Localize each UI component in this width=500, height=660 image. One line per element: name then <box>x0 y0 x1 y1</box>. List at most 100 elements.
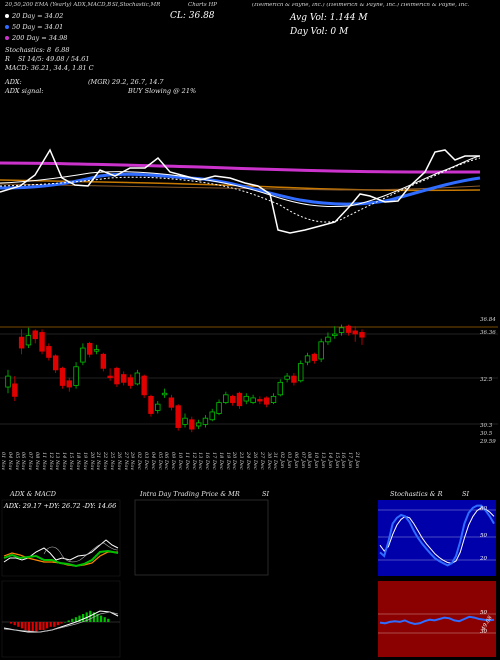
candle-body <box>32 330 38 340</box>
macd-hist-bar <box>46 622 49 629</box>
date-tick: 11 Nov <box>40 452 47 471</box>
candle-body <box>141 375 147 396</box>
ema-200-swatch <box>5 36 9 40</box>
si-line: SI 14/5: 49.08 / 54.61 <box>18 55 90 63</box>
candle-body <box>155 403 161 411</box>
close-price: CL: 36.88 <box>170 11 215 21</box>
candle-body <box>236 392 243 407</box>
date-tick: 16 Jan <box>340 452 347 469</box>
candle-body <box>93 349 100 352</box>
ema-50-legend: 50 Day = 34.01 <box>5 24 63 31</box>
date-tick: 21 Jan <box>354 452 360 469</box>
macd-hist-bar <box>53 622 56 627</box>
date-tick: 09 Dec <box>170 452 177 470</box>
candle-body <box>195 422 202 427</box>
macd-hist-bar <box>28 622 31 632</box>
si-panel-bg <box>378 581 496 657</box>
ema-20-label: 20 Day = 34.02 <box>12 12 64 20</box>
price-line <box>0 148 480 234</box>
stoch-value: 6.88 <box>55 46 70 54</box>
macd-hist-bar <box>67 620 70 622</box>
price-tick-5: 30.5 <box>480 431 493 437</box>
candle-body <box>257 399 263 402</box>
date-tick: 10 Jan <box>313 452 320 469</box>
ema-200-legend: 200 Day = 34.98 <box>5 35 67 42</box>
macd-line: MACD: 36.21, 34.4, 1.81 C <box>5 64 94 72</box>
date-tick: 13 Jan <box>319 452 326 469</box>
candle-body <box>352 330 358 335</box>
ema-20-legend: 20 Day = 34.02 <box>5 13 63 20</box>
date-tick: 31 Dec <box>272 452 279 470</box>
si-panel-title-2: SI <box>462 490 470 498</box>
candle-body <box>39 332 45 352</box>
si-line <box>379 615 495 626</box>
date-tick: 06 Dec <box>163 452 170 470</box>
di-plus-line <box>3 549 119 568</box>
date-tick: 03 Dec <box>142 452 149 470</box>
macd-hist-bar <box>42 622 45 630</box>
candle-body <box>270 395 277 403</box>
macd-hist-bar <box>100 615 103 622</box>
ema-layer <box>0 148 481 234</box>
ema-dotted-line <box>0 157 481 223</box>
adx-readout: ADX: 29.17 +DY: 26.72 -DY: 14.66 <box>4 502 117 510</box>
date-tick: 02 Jan <box>279 452 286 469</box>
macd-frame <box>1 580 121 658</box>
si-panel-title: SI <box>262 490 270 498</box>
date-tick: 12 Dec <box>190 452 197 470</box>
date-tick: 08 Jan <box>306 452 313 469</box>
stoch-fast-line <box>379 504 495 567</box>
date-tick: 24 Dec <box>245 452 252 470</box>
avg-volume: Avg Vol: 1.144 M <box>290 13 368 23</box>
ema-200-line <box>0 161 480 174</box>
candle-body <box>5 375 11 388</box>
price-tick-3: 32.5 <box>480 377 493 383</box>
date-tick: 25 Nov <box>108 452 115 471</box>
date-tick: 04 Nov <box>6 452 13 471</box>
adx-panel <box>1 499 121 577</box>
candle-body <box>223 394 229 403</box>
candle-body <box>209 411 215 421</box>
date-tick: 17 Jan <box>347 452 354 469</box>
macd-hist-bar <box>17 622 20 627</box>
candle-body <box>263 397 270 405</box>
ema-50-swatch <box>5 25 9 29</box>
date-tick: 27 Nov <box>122 452 129 471</box>
r-label: R <box>5 55 10 63</box>
adx-label: ADX: <box>5 78 22 86</box>
candle-body <box>18 336 25 349</box>
macd-hist-bar <box>78 615 81 622</box>
stoch-tick-80: 80 <box>480 506 487 512</box>
candle-body <box>304 355 311 363</box>
candle-body <box>73 366 79 386</box>
date-tick: 23 Dec <box>238 452 245 470</box>
macd-hist-bar <box>31 622 34 632</box>
macd-hist-bar <box>49 622 52 627</box>
price-tick-1: 36.84 <box>480 317 496 323</box>
candle-body <box>161 392 168 396</box>
candle-body <box>59 367 66 386</box>
macd-hist-bar <box>60 622 63 624</box>
candle-body <box>46 346 52 358</box>
date-tick: 26 Nov <box>115 452 122 471</box>
stoch-slow-line <box>379 507 495 564</box>
date-tick: 22 Nov <box>102 452 109 471</box>
date-tick: 14 Nov <box>61 452 68 471</box>
macd-hist-bar <box>13 622 16 626</box>
title-row-3: Charts HP <box>188 2 217 8</box>
adx-aux-line <box>43 542 119 563</box>
date-tick: 17 Dec <box>211 452 218 470</box>
candle-body <box>202 417 209 425</box>
date-tick: 07 Nov <box>27 452 34 471</box>
candle-body <box>311 353 318 361</box>
intraday-title: Intra Day Trading Price & MR <box>140 490 240 498</box>
date-tick: 05 Dec <box>156 452 163 470</box>
candle-body <box>12 383 18 397</box>
date-tick: 30 Dec <box>265 452 272 470</box>
date-tick: 07 Jan <box>299 452 306 469</box>
macd-hist-bar <box>71 618 74 622</box>
candle-body <box>216 402 222 414</box>
adx-values: (MGR) 29.2, 26.7, 14.7 <box>88 78 164 86</box>
candle-body <box>107 375 113 379</box>
